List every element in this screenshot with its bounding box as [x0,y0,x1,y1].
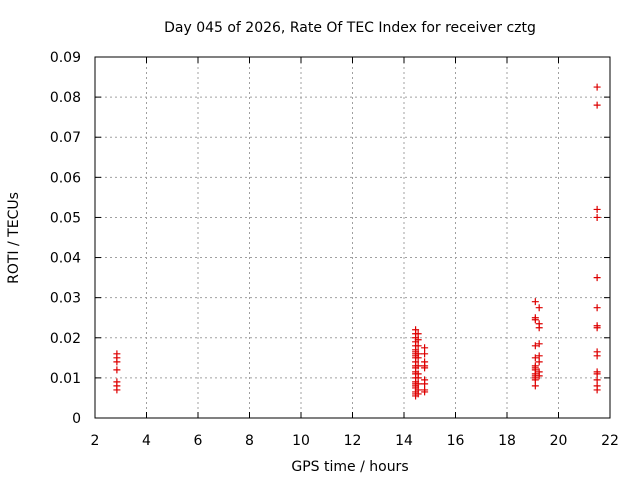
data-point [421,350,429,358]
data-point [593,83,601,91]
plot-frame [94,56,611,419]
y-tick-label: 0.06 [50,170,81,186]
data-point [414,342,422,350]
data-points [113,83,601,400]
x-tick-label: 14 [395,433,413,449]
data-point [535,372,543,380]
y-tick-label: 0 [72,411,81,427]
x-tick-label: 8 [245,433,254,449]
data-point [593,352,601,360]
grid-lines [95,57,610,418]
x-axis-label: GPS time / hours [291,459,408,475]
data-point [113,386,121,394]
data-point [414,362,422,370]
data-point [421,380,429,388]
y-tick-label: 0.04 [50,251,81,267]
x-tick-label: 12 [344,433,362,449]
data-point [593,386,601,394]
y-axis-label: ROTI / TECUs [6,192,22,284]
data-point [593,370,601,378]
data-point [421,344,429,352]
data-point [535,324,543,332]
data-point [593,274,601,282]
data-point [593,213,601,221]
y-tick-label: 0.08 [50,90,81,106]
x-tick-label: 16 [447,433,465,449]
x-tick-label: 6 [194,433,203,449]
data-point [535,340,543,348]
data-point [531,382,539,390]
x-tick-label: 18 [498,433,516,449]
data-point [113,366,121,374]
data-point [531,342,539,350]
data-point [414,390,422,398]
chart-title: Day 045 of 2026, Rate Of TEC Index for r… [164,20,536,36]
data-point [414,336,422,344]
data-point [531,376,539,384]
data-point [531,298,539,306]
data-point [414,380,422,388]
y-tick-label: 0.07 [50,130,81,146]
x-tick-label: 2 [91,433,100,449]
axis-ticks: 2 4 6 8 10 12 14 16 18 20 22 0 0.01 0.02 0.03 0.04 0.05 0… [50,50,619,449]
y-tick-label: 0.01 [50,371,81,387]
x-tick-label: 20 [550,433,568,449]
data-point [593,324,601,332]
y-tick-label: 0.05 [50,210,81,226]
data-point [113,358,121,366]
x-tick-label: 22 [601,433,619,449]
y-tick-label: 0.03 [50,291,81,307]
data-point [593,376,601,384]
y-tick-label: 0.09 [50,50,81,66]
data-point [414,374,422,382]
data-point [414,330,422,338]
data-point [593,304,601,312]
data-point [535,352,543,360]
data-point [531,354,539,362]
data-point [535,304,543,312]
x-tick-label: 10 [292,433,310,449]
data-point [421,364,429,372]
data-point [593,205,601,213]
data-point [414,354,422,362]
data-point [421,388,429,396]
data-point [593,101,601,109]
data-point [531,316,539,324]
data-point [535,358,543,366]
y-tick-label: 0.02 [50,331,81,347]
x-tick-label: 4 [142,433,151,449]
